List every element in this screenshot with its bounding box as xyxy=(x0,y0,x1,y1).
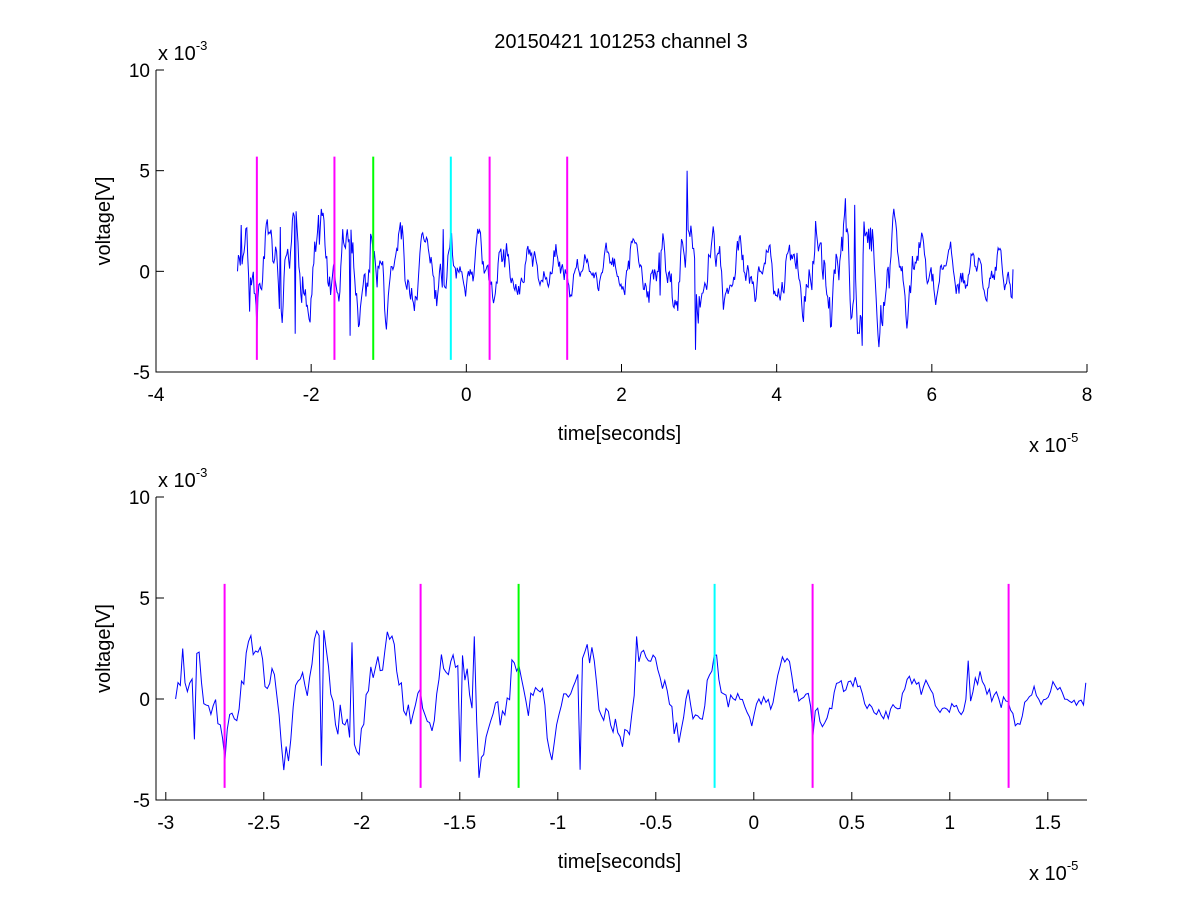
y-axis-multiplier: x 10-3 xyxy=(158,38,207,65)
figure-title: 20150421 101253 channel 3 xyxy=(494,31,748,53)
x-tick-label: -1 xyxy=(549,813,566,834)
x-tick-label: 8 xyxy=(1082,385,1093,406)
voltage-trace xyxy=(175,629,1087,778)
x-tick-label: -2 xyxy=(353,813,370,834)
y-tick-label: 10 xyxy=(129,488,150,509)
x-tick-label: -3 xyxy=(157,813,174,834)
x-tick-label: 0.5 xyxy=(839,813,865,834)
y-tick-label: 10 xyxy=(129,61,150,82)
x-tick-label: 0 xyxy=(749,813,760,834)
x-tick-label: 1 xyxy=(945,813,956,834)
bottom-plot: -3 -2.5 -2 -1.5 -1 -0.5 0 0.5 1 1.5 -5 0 5 10 time[sec… xyxy=(93,465,1087,885)
top-plot: -4 -2 0 2 4 6 8 -5 0 5 10 time[seconds] voltage[V] x … xyxy=(93,38,1092,457)
y-tick-label: 0 xyxy=(139,262,150,283)
x-axis-multiplier: x 10-5 xyxy=(1029,858,1078,885)
x-axis-label: time[seconds] xyxy=(558,851,681,873)
x-tick-label: -0.5 xyxy=(639,813,672,834)
x-axis-multiplier: x 10-5 xyxy=(1029,430,1078,457)
x-tick-label: 1.5 xyxy=(1035,813,1061,834)
y-axis-label: voltage[V] xyxy=(93,177,115,266)
x-tick-label: 4 xyxy=(771,385,782,406)
y-tick-label: 0 xyxy=(139,690,150,711)
x-tick-label: 6 xyxy=(927,385,938,406)
y-tick-label: 5 xyxy=(139,162,150,183)
y-axis-label: voltage[V] xyxy=(93,604,115,693)
x-tick-label: -4 xyxy=(148,385,165,406)
x-tick-label: 2 xyxy=(616,385,627,406)
x-axis-label: time[seconds] xyxy=(558,423,681,445)
voltage-trace xyxy=(237,170,1014,350)
y-tick-label: 5 xyxy=(139,589,150,610)
y-axis-multiplier: x 10-3 xyxy=(158,465,207,492)
y-tick-label: -5 xyxy=(133,791,150,812)
x-tick-label: -2 xyxy=(303,385,320,406)
y-tick-label: -5 xyxy=(133,363,150,384)
x-tick-label: 0 xyxy=(461,385,472,406)
x-tick-label: -1.5 xyxy=(443,813,476,834)
x-tick-label: -2.5 xyxy=(247,813,280,834)
